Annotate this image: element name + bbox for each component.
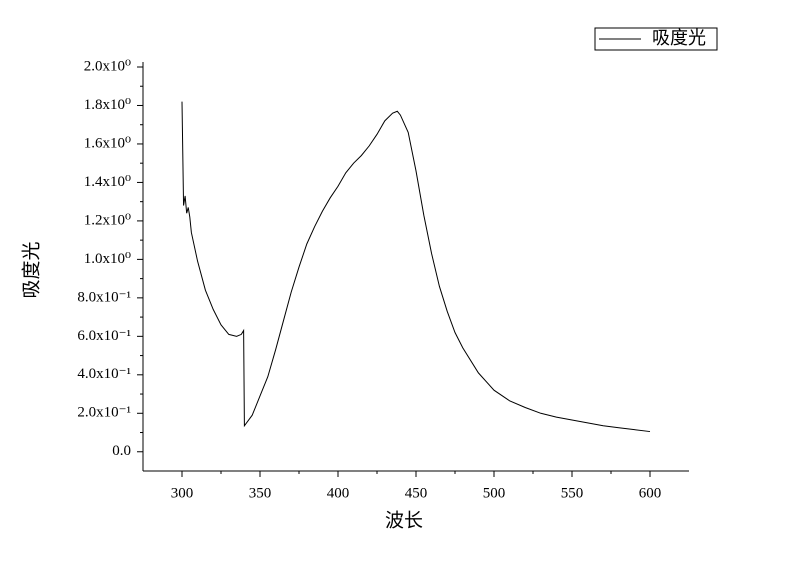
y-tick-label: 8.0x10⁻¹: [77, 289, 131, 305]
x-tick-label: 300: [171, 485, 194, 501]
legend-box: [594, 27, 718, 51]
legend-label: 吸度光: [652, 28, 706, 48]
x-tick-label: 600: [639, 485, 662, 501]
y-tick-label: 1.0x10⁰: [84, 251, 131, 267]
y-tick-label: 2.0x10⁰: [84, 58, 131, 74]
y-tick-label: 1.8x10⁰: [84, 97, 131, 113]
y-tick-label: 6.0x10⁻¹: [77, 328, 131, 344]
y-tick-label: 1.4x10⁰: [84, 174, 131, 190]
y-tick-label: 2.0x10⁻¹: [77, 405, 131, 421]
x-axis-title: 波长: [385, 509, 423, 531]
x-tick-label: 550: [561, 485, 584, 501]
y-tick-label: 1.6x10⁰: [84, 135, 131, 151]
y-axis-title: 吸度光: [20, 241, 42, 298]
x-tick-label: 450: [405, 485, 428, 501]
y-tick-label: 1.2x10⁰: [84, 212, 131, 228]
x-tick-label: 400: [327, 485, 350, 501]
data-line: [181, 101, 651, 433]
y-tick-label: 4.0x10⁻¹: [77, 366, 131, 382]
x-tick-label: 500: [483, 485, 506, 501]
x-tick-label: 350: [249, 485, 272, 501]
y-tick-label: 0.0: [112, 443, 131, 459]
